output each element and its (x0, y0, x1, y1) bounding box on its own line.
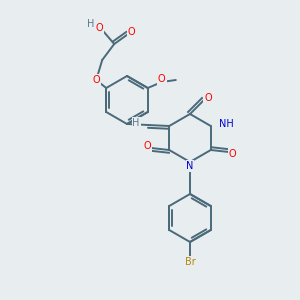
Text: O: O (204, 93, 212, 103)
Text: NH: NH (219, 119, 233, 129)
Text: N: N (186, 161, 194, 171)
Text: H: H (132, 118, 140, 128)
Text: O: O (128, 27, 135, 37)
Text: O: O (159, 75, 166, 85)
Text: Br: Br (184, 257, 195, 267)
Text: O: O (143, 141, 151, 151)
Text: O: O (95, 23, 103, 33)
Text: O: O (92, 75, 100, 85)
Text: O: O (229, 149, 237, 159)
Text: O: O (158, 74, 166, 84)
Text: H: H (86, 19, 94, 29)
